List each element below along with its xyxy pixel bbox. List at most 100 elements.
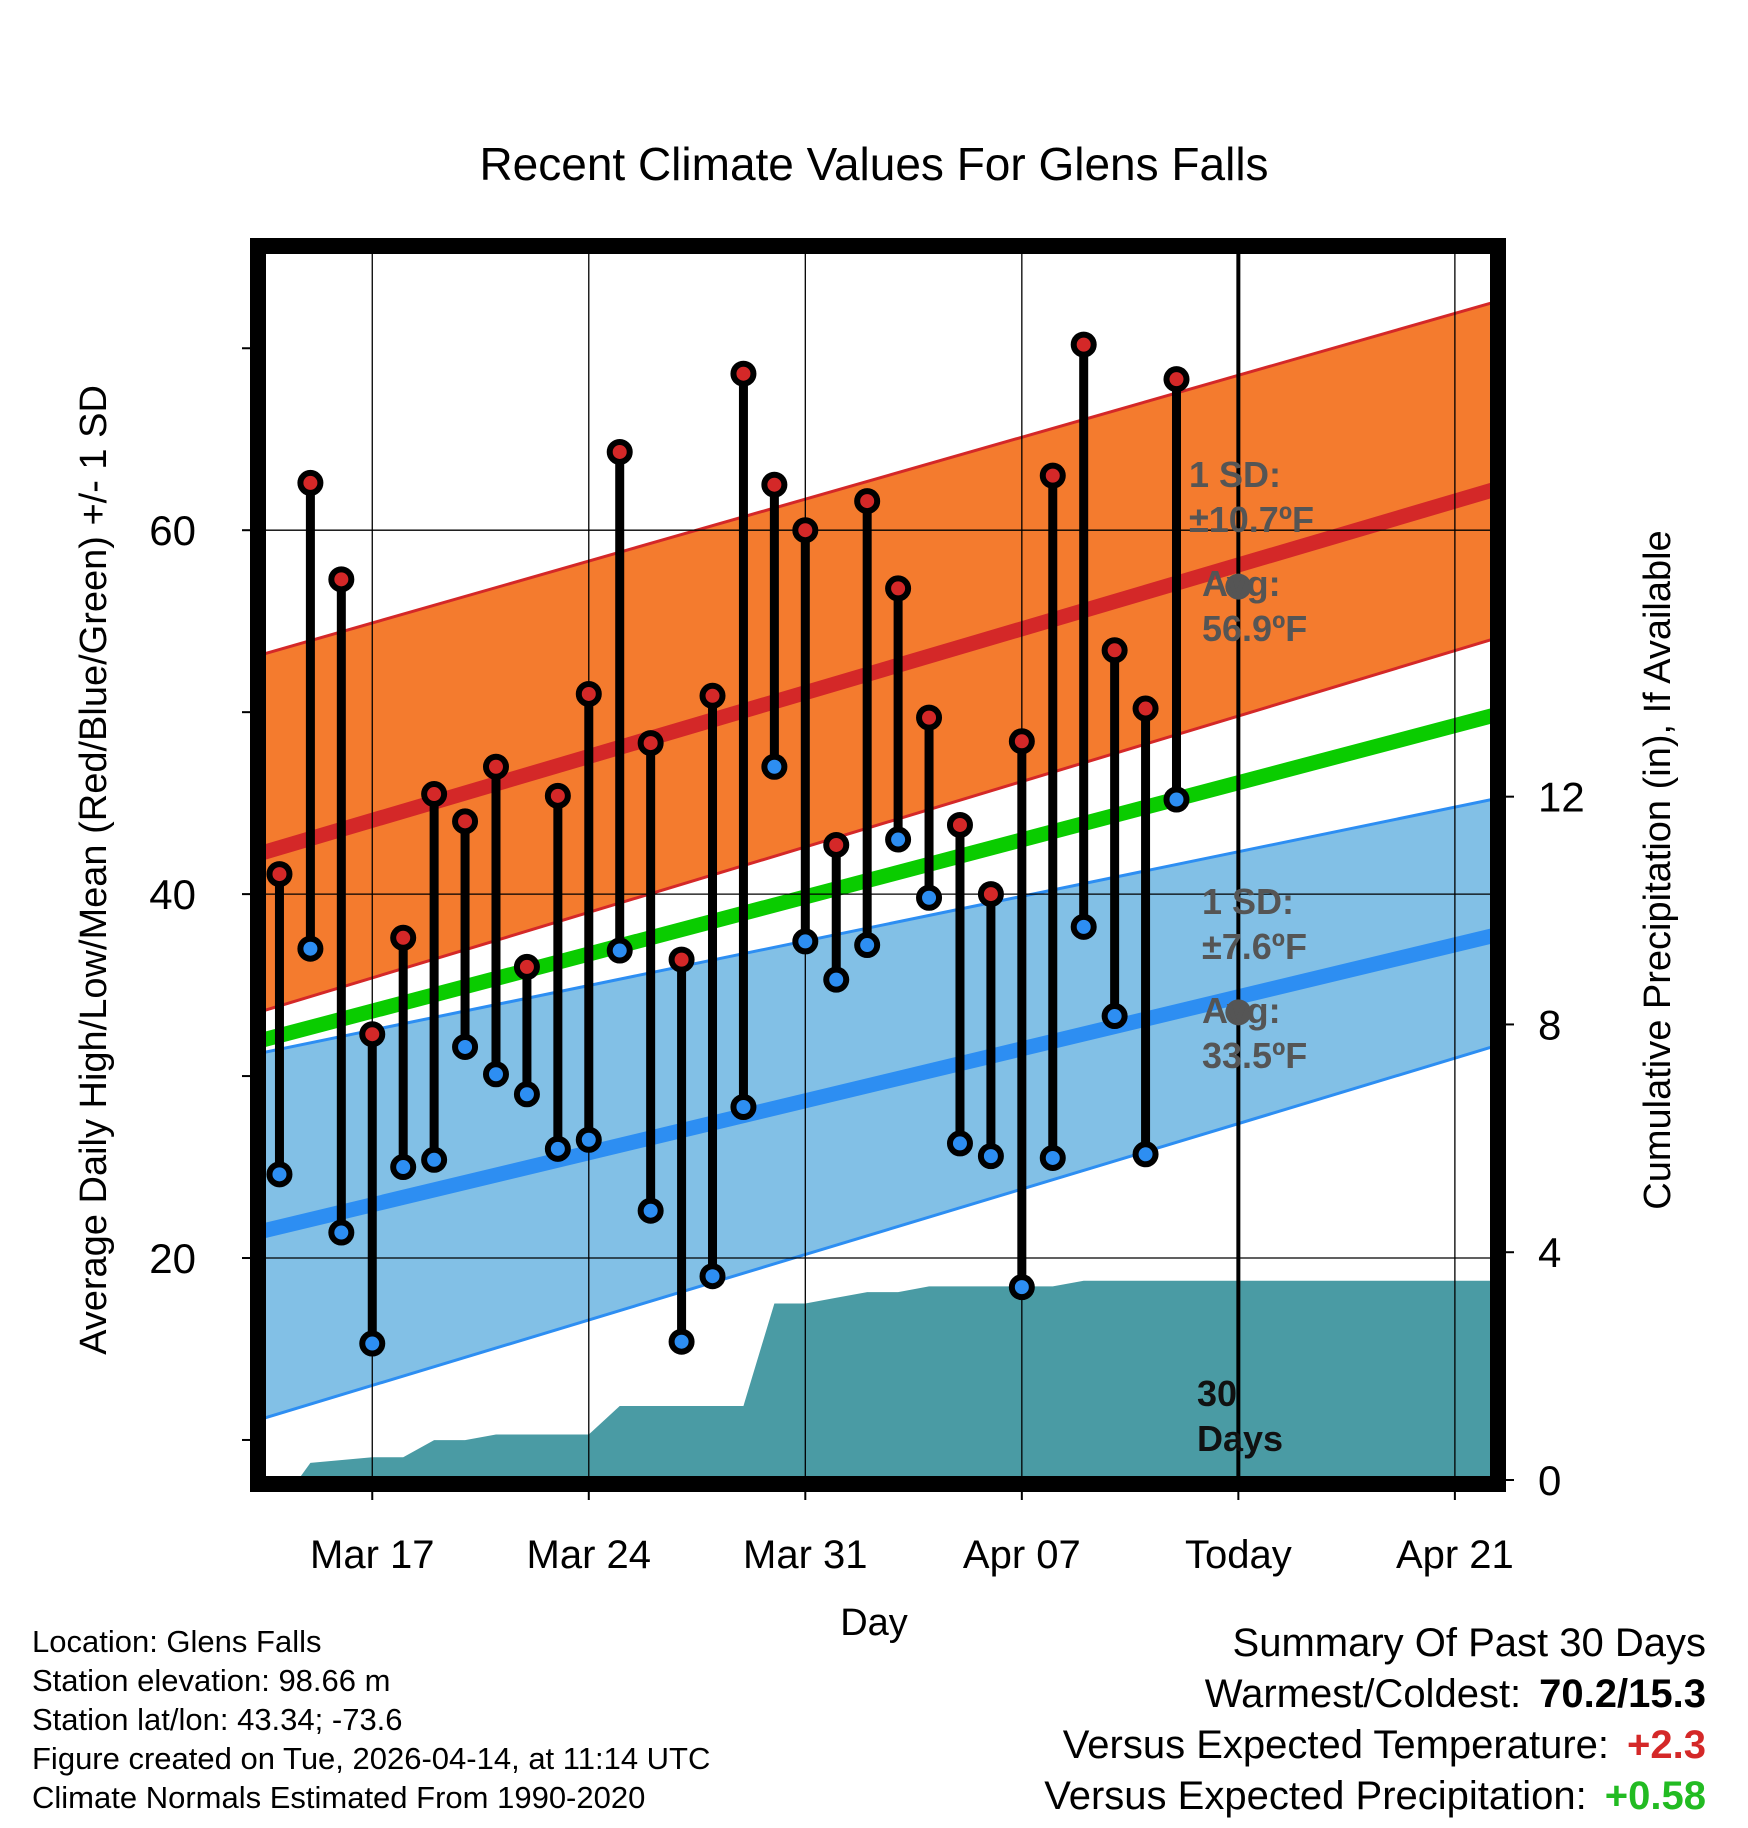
daily-high-point — [544, 782, 571, 809]
station-elevation: Station elevation: 98.66 m — [32, 1663, 391, 1698]
daily-low-point — [266, 1161, 293, 1188]
daily-high-point — [823, 831, 850, 858]
daily-high-point — [328, 566, 355, 593]
daily-low-point — [359, 1330, 386, 1357]
low-sd-annotation: 1 SD: — [1202, 881, 1294, 922]
daily-low-point — [482, 1061, 509, 1088]
x-tick-label: Apr 21 — [1396, 1533, 1514, 1577]
daily-high-point — [1132, 695, 1159, 722]
daily-low-point — [730, 1093, 757, 1120]
precip-label: Versus Expected Precipitation: — [1044, 1774, 1587, 1818]
daily-high-point — [482, 753, 509, 780]
station-info: Location: Glens Falls Station elevation:… — [32, 1622, 710, 1817]
temp-label: Versus Expected Temperature: — [1062, 1723, 1610, 1767]
daily-low-point — [699, 1263, 726, 1290]
daily-low-point — [761, 753, 788, 780]
summary-panel: Summary Of Past 30 Days Warmest/Coldest:… — [1044, 1618, 1706, 1822]
avg-high-line — [264, 482, 1492, 860]
daily-low-point — [977, 1143, 1004, 1170]
x-tick-label: Mar 24 — [527, 1533, 652, 1577]
daily-low-point — [1070, 913, 1097, 940]
daily-high-point — [513, 953, 540, 980]
high-avg-annotation: Avg: — [1202, 563, 1281, 604]
high-sd-upper-line — [264, 301, 1492, 656]
daily-low-point — [575, 1126, 602, 1153]
daily-high-point — [359, 1021, 386, 1048]
daily-high-point — [761, 471, 788, 498]
daily-low-point — [544, 1135, 571, 1162]
daily-low-point — [792, 928, 819, 955]
daily-low-point — [1008, 1274, 1035, 1301]
climate-normals-note: Climate Normals Estimated From 1990-2020 — [32, 1780, 646, 1815]
daily-low-point — [390, 1154, 417, 1181]
warm-cold-label: Warmest/Coldest: — [1204, 1672, 1522, 1716]
y-tick-label: 60 — [149, 507, 196, 554]
low-sd-value: ±7.6ºF — [1202, 926, 1307, 967]
x-axis-label: Day — [840, 1602, 908, 1644]
daily-low-point — [513, 1081, 540, 1108]
daily-low-point — [297, 935, 324, 962]
daily-high-point — [730, 360, 757, 387]
y2-tick-label: 12 — [1538, 774, 1585, 821]
high-avg-value: 56.9ºF — [1202, 608, 1307, 649]
period-label-unit: Days — [1197, 1418, 1283, 1459]
daily-high-point — [1008, 728, 1035, 755]
daily-low-point — [421, 1146, 448, 1173]
daily-low-point — [452, 1033, 479, 1060]
precip-anomaly-value: +0.58 — [1604, 1774, 1706, 1818]
temp-anomaly-value: +2.3 — [1627, 1723, 1706, 1767]
precip-area — [279, 1280, 1492, 1480]
today-low-avg-marker — [1225, 999, 1252, 1026]
low-sd-band — [264, 799, 1492, 1419]
daily-low-point — [854, 932, 881, 959]
daily-high-point — [266, 861, 293, 888]
daily-high-point — [1070, 331, 1097, 358]
x-tick-label: Mar 17 — [310, 1533, 435, 1577]
daily-high-point — [1101, 637, 1128, 664]
daily-high-point — [668, 946, 695, 973]
plot-frame — [250, 238, 1506, 1492]
y-axis-label: Average Daily High/Low/Mean (Red/Blue/Gr… — [73, 385, 115, 1355]
y-tick-label: 20 — [149, 1235, 196, 1282]
daily-high-point — [977, 881, 1004, 908]
y2-tick-label: 8 — [1538, 1001, 1561, 1048]
daily-low-point — [916, 884, 943, 911]
today-high-avg-marker — [1225, 573, 1252, 600]
x-tick-label: Apr 07 — [963, 1533, 1081, 1577]
summary-precip: Versus Expected Precipitation: +0.58 — [1044, 1771, 1706, 1822]
daily-high-point — [1163, 366, 1190, 393]
warm-cold-value: 70.2/15.3 — [1539, 1672, 1706, 1716]
daily-low-point — [946, 1130, 973, 1157]
daily-high-point — [606, 438, 633, 465]
daily-low-point — [1132, 1141, 1159, 1168]
station-location: Location: Glens Falls — [32, 1624, 322, 1659]
x-tick-label: Mar 31 — [743, 1533, 868, 1577]
figure-created: Figure created on Tue, 2026-04-14, at 11… — [32, 1741, 711, 1776]
daily-high-point — [575, 680, 602, 707]
daily-low-point — [637, 1197, 664, 1224]
chart-title: Recent Climate Values For Glens Falls — [479, 138, 1268, 190]
plot-area — [264, 250, 1492, 1480]
daily-high-point — [637, 730, 664, 757]
daily-low-point — [1101, 1003, 1128, 1030]
avg-low-line — [264, 928, 1492, 1239]
daily-low-point — [885, 826, 912, 853]
high-sd-band — [264, 302, 1492, 1011]
x-tick-label: Today — [1185, 1533, 1292, 1577]
axes: 20 40 60 0 4 8 12 Mar 17 Mar 24 Mar 31 Apr 07 Today… — [149, 347, 1585, 1577]
summary-warm-cold: Warmest/Coldest: 70.2/15.3 — [1044, 1669, 1706, 1720]
daily-high-point — [916, 704, 943, 731]
low-avg-value: 33.5ºF — [1202, 1035, 1307, 1076]
daily-high-point — [885, 575, 912, 602]
daily-high-point — [390, 924, 417, 951]
daily-low-point — [1163, 786, 1190, 813]
period-label-number: 30 — [1197, 1373, 1237, 1414]
summary-heading: Summary Of Past 30 Days — [1232, 1621, 1706, 1665]
daily-low-point — [328, 1219, 355, 1246]
y2-axis-label: Cumulative Precipitation (in), If Availa… — [1637, 530, 1679, 1209]
y2-tick-label: 4 — [1538, 1229, 1561, 1276]
daily-high-point — [1039, 462, 1066, 489]
low-sd-lower-line — [264, 1045, 1492, 1420]
